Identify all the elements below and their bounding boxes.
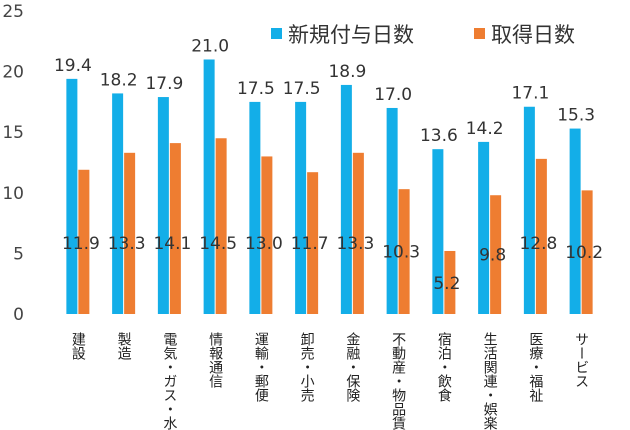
category-label: 生活関連・娯楽 [482, 332, 498, 430]
bar-new-grant [203, 59, 215, 315]
data-label-new-grant: 14.2 [466, 119, 504, 139]
y-tick-label: 25 [2, 2, 24, 22]
data-label-taken: 13.3 [336, 234, 374, 254]
data-label-taken: 10.3 [382, 243, 420, 263]
y-tick-label: 15 [2, 123, 24, 143]
bar-taken [490, 195, 502, 314]
data-label-new-grant: 17.5 [237, 79, 275, 99]
bar-taken [124, 152, 136, 314]
bar-taken [581, 190, 593, 314]
data-label-new-grant: 13.6 [420, 126, 458, 146]
data-label-new-grant: 18.9 [328, 62, 366, 82]
bar-taken [535, 158, 547, 314]
bar-new-grant [249, 101, 261, 315]
category-label: 金融・保険 [344, 332, 360, 402]
bar-taken [444, 250, 456, 314]
data-label-taken: 14.1 [153, 234, 191, 254]
bar-new-grant [66, 78, 78, 314]
bars [66, 59, 593, 315]
category-labels: 建設 製造 電気・ガス・水道 情報通信 運輸・郵便 卸売・小売 金融・保険 不動産・物品賃貸 宿… [70, 331, 589, 430]
data-label-taken: 11.7 [291, 234, 329, 254]
data-label-new-grant: 21.0 [191, 36, 229, 56]
y-axis-ticks: 0 5 10 15 20 25 [2, 2, 24, 325]
data-label-taken: 5.2 [433, 274, 460, 294]
bar-new-grant [432, 149, 444, 314]
bar-new-grant [523, 106, 535, 314]
bar-new-grant [295, 101, 307, 315]
data-label-new-grant: 17.9 [145, 74, 183, 94]
data-label-taken: 13.0 [245, 234, 283, 254]
category-label: サービス [573, 332, 589, 388]
category-label: 情報通信 [207, 332, 223, 388]
bar-taken [169, 143, 181, 314]
category-label: 建設 [70, 332, 86, 360]
data-label-taken: 14.5 [199, 234, 237, 254]
bar-new-grant [112, 93, 124, 314]
data-label-taken: 12.8 [519, 234, 557, 254]
bar-taken [261, 156, 273, 314]
category-label: 電気・ガス・水道 [161, 332, 177, 430]
category-label: 医療・福祉 [527, 332, 543, 403]
data-label-new-grant: 17.1 [511, 84, 549, 104]
data-label-taken: 10.2 [565, 243, 603, 263]
bar-taken [307, 172, 319, 314]
legend-label-taken: 取得日数 [491, 23, 575, 47]
category-label: 卸売・小売 [299, 332, 315, 403]
legend-swatch-taken [474, 28, 485, 39]
legend: 新規付与日数 取得日数 [271, 23, 575, 47]
y-tick-label: 0 [13, 305, 24, 325]
category-label: 運輸・郵便 [253, 332, 269, 403]
bar-new-grant [478, 141, 490, 314]
data-label-taken: 13.3 [108, 234, 146, 254]
bar-new-grant [386, 107, 398, 315]
data-label-taken: 9.8 [479, 246, 506, 266]
bar-taken [215, 138, 227, 314]
y-tick-label: 10 [2, 184, 24, 204]
bar-taken [352, 152, 364, 314]
data-label-new-grant: 15.3 [557, 106, 595, 126]
data-labels: 19.4 11.9 18.2 13.3 17.9 14.1 21.0 14.5 17.5 13.0… [54, 36, 603, 294]
bar-taken [398, 189, 410, 314]
legend-swatch-new-grant [271, 28, 282, 39]
y-tick-label: 5 [13, 244, 24, 264]
data-label-new-grant: 17.0 [374, 85, 412, 105]
bar-new-grant [569, 128, 581, 314]
bar-taken [78, 169, 90, 314]
category-label: 製造 [116, 332, 132, 361]
category-label: 不動産・物品賃貸 [390, 332, 406, 430]
legend-label-new-grant: 新規付与日数 [288, 23, 414, 47]
bar-new-grant [340, 84, 352, 314]
y-tick-label: 20 [2, 63, 24, 83]
data-label-new-grant: 17.5 [283, 79, 321, 99]
data-label-taken: 11.9 [62, 234, 100, 254]
bar-new-grant [157, 97, 169, 314]
data-label-new-grant: 19.4 [54, 56, 92, 76]
category-label: 宿泊・飲食 [436, 331, 452, 402]
data-label-new-grant: 18.2 [100, 70, 138, 90]
